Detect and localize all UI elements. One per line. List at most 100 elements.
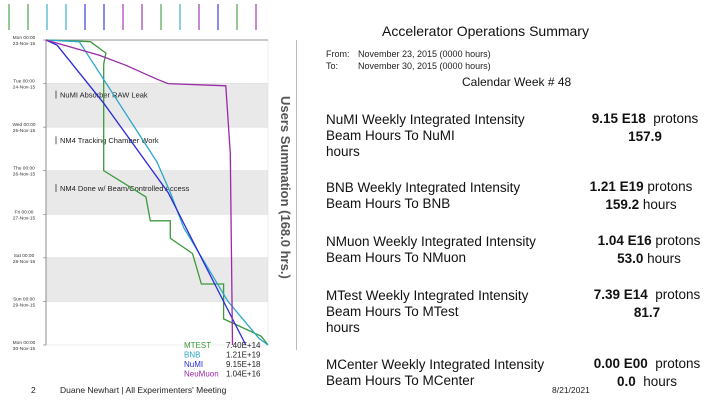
- to-label: To:: [326, 61, 339, 71]
- y-tick-time: Tue 00:00: [13, 79, 35, 85]
- top-tick-labels: [8, 4, 257, 30]
- calendar-week: Calendar Week # 48: [462, 75, 572, 89]
- day-band: [45, 126, 269, 171]
- nmuon-hours-value: 53.0: [617, 251, 644, 266]
- mtest-hours-label-cont: hours: [326, 320, 360, 335]
- top-tick-mark: [8, 4, 10, 30]
- bnb-values: 1.21 E19 protons 159.2 hours: [566, 178, 716, 214]
- mcenter-intensity-unit: protons: [655, 356, 701, 371]
- top-tick-mark: [160, 4, 162, 30]
- top-tick-mark: [103, 4, 105, 30]
- numi-intensity-label: NuMI Weekly Integrated Intensity: [326, 112, 525, 127]
- mcenter-hours-label: Beam Hours To MCenter: [326, 373, 475, 388]
- bnb-hours-unit: hours: [642, 197, 677, 212]
- nmuon-intensity-unit: protons: [655, 233, 701, 248]
- day-band: [45, 39, 269, 84]
- mcenter-labels: MCenter Weekly Integrated Intensity Beam…: [326, 357, 574, 389]
- top-tick-mark: [27, 4, 29, 30]
- y-tick-time: Mon 00:00: [13, 340, 36, 346]
- footer-date: 8/21/2021: [552, 385, 590, 395]
- top-tick-mark: [255, 4, 257, 30]
- chart-bands: [45, 39, 269, 346]
- mtest-values: 7.39 E14 protons 81.7: [572, 286, 720, 322]
- day-band: [45, 301, 269, 346]
- top-tick-mark: [198, 4, 200, 30]
- y-tick-time: Sat 00:00: [14, 253, 35, 259]
- top-tick-mark: [122, 4, 124, 30]
- mtest-intensity-label: MTest Weekly Integrated Intensity: [326, 288, 529, 303]
- y-tick-date: 24-Nov-15: [13, 85, 36, 91]
- nmuon-values: 1.04 E16 protons 53.0 hours: [574, 232, 720, 268]
- legend-name: NuMI: [184, 360, 203, 369]
- y-tick-date: 29-Nov-15: [13, 302, 36, 308]
- annotation-label: NM4 Tracking Chamber Work: [60, 136, 159, 145]
- nmuon-hours-label: Beam Hours To NMuon: [326, 250, 467, 265]
- top-tick-mark: [65, 4, 67, 30]
- bnb-hours-value: 159.2: [605, 197, 640, 212]
- nmuon-labels: NMuon Weekly Integrated Intensity Beam H…: [326, 234, 574, 266]
- top-tick-mark: [217, 4, 219, 30]
- numi-intensity-unit: protons: [653, 111, 699, 126]
- from-value: November 23, 2015 (0000 hours): [358, 49, 491, 59]
- mcenter-values: 0.00 E00 protons 0.0 hours: [572, 355, 720, 391]
- numi-values: 9.15 E18 protons 157.9: [570, 110, 720, 146]
- y-tick-date: 25-Nov-15: [13, 128, 36, 134]
- numi-labels: NuMI Weekly Integrated Intensity Beam Ho…: [326, 112, 574, 160]
- day-band: [45, 257, 269, 302]
- y-tick-time: Thu 00:00: [13, 166, 35, 172]
- numi-hours-value: 157.9: [628, 129, 662, 144]
- legend-name: NeuMuon: [184, 370, 219, 379]
- y-tick-time: Fri 00:00: [15, 209, 34, 215]
- top-tick-mark: [179, 4, 181, 30]
- nmuon-intensity-label: NMuon Weekly Integrated Intensity: [326, 234, 536, 249]
- nmuon-hours-unit: hours: [647, 251, 681, 266]
- top-tick-mark: [46, 4, 48, 30]
- legend-total: 1.04E+16: [226, 370, 261, 379]
- bnb-labels: BNB Weekly Integrated Intensity Beam Hou…: [326, 180, 574, 212]
- numi-hours-label: Beam Hours To NuMI: [326, 128, 455, 143]
- mtest-labels: MTest Weekly Integrated Intensity Beam H…: [326, 288, 574, 336]
- numi-intensity-value: 9.15 E18: [591, 111, 646, 126]
- legend-total: 7.40E+14: [226, 341, 261, 350]
- y-tick-date: 26-Nov-15: [13, 172, 36, 178]
- mtest-intensity-value: 7.39 E14: [593, 287, 648, 302]
- day-band: [45, 83, 269, 128]
- legend-total: 1.21E+19: [226, 351, 261, 360]
- mtest-hours-value: 81.7: [633, 305, 661, 320]
- mcenter-hours-value: 0.0: [616, 374, 636, 389]
- numi-hours-label-cont: hours: [326, 144, 360, 159]
- series-line-mtest: [45, 39, 269, 346]
- divider: [296, 40, 297, 350]
- series-line-numi: [45, 39, 247, 346]
- chart-series: [45, 39, 269, 346]
- nmuon-intensity-value: 1.04 E16: [597, 233, 652, 248]
- from-label: From:: [326, 49, 350, 59]
- to-value: November 30, 2015 (0000 hours): [358, 61, 491, 71]
- mtest-intensity-unit: protons: [655, 287, 701, 302]
- y-tick-time: Sun 00:00: [13, 296, 35, 302]
- bnb-intensity-label: BNB Weekly Integrated Intensity: [326, 180, 521, 195]
- mcenter-intensity-label: MCenter Weekly Integrated Intensity: [326, 357, 545, 372]
- annotation-label: NM4 Done w/ Beam/Controlled Access: [60, 184, 189, 193]
- y-tick-date: 27-Nov-15: [13, 215, 36, 221]
- y-tick-date: 28-Nov-15: [13, 259, 36, 265]
- y-tick-date: 30-Nov-15: [13, 346, 36, 352]
- bnb-hours-label: Beam Hours To BNB: [326, 196, 451, 211]
- chart-legend: MTEST 7.40E+14 BNB 1.21E+19 NuMI 9.15E+18 NeuM…: [184, 341, 261, 379]
- bnb-intensity-unit: protons: [647, 179, 693, 194]
- y-tick-date: 23-Nov-15: [13, 41, 36, 47]
- y-tick-time: Mon 00:00: [13, 35, 36, 41]
- presenter: Duane Newhart | All Experimenters' Meeti…: [60, 385, 227, 395]
- chart-title: Users Summation (168.0 hrs.): [278, 96, 293, 279]
- page-number: 2: [31, 385, 36, 395]
- page-title: Accelerator Operations Summary: [382, 23, 589, 39]
- bnb-intensity-value: 1.21 E19: [589, 179, 644, 194]
- top-tick-mark: [236, 4, 238, 30]
- legend-name: BNB: [184, 351, 200, 360]
- top-tick-mark: [141, 4, 143, 30]
- mcenter-hours-unit: hours: [643, 374, 678, 389]
- legend-total: 9.15E+18: [226, 360, 261, 369]
- top-tick-mark: [84, 4, 86, 30]
